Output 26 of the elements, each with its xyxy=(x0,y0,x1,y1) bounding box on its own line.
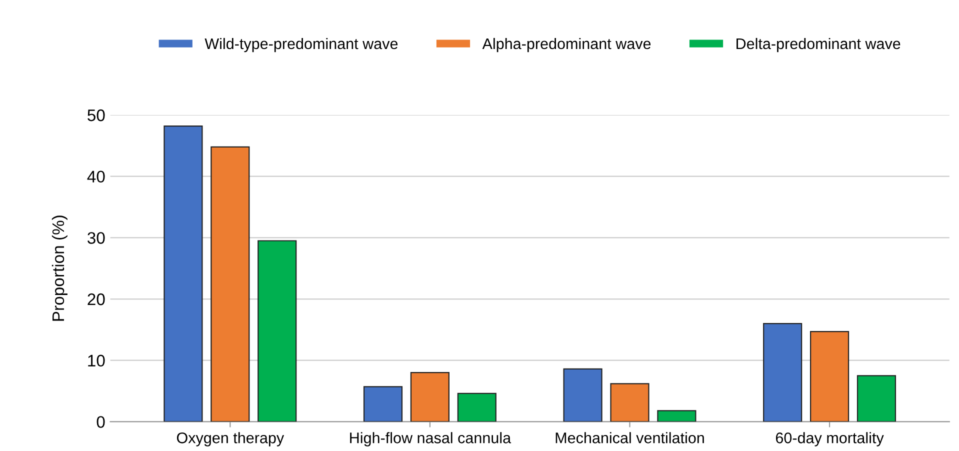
x-tick-label: Mechanical ventilation xyxy=(556,432,704,444)
legend-label: Alpha-predominant wave xyxy=(482,38,651,52)
bar xyxy=(410,372,450,422)
bar xyxy=(563,368,602,422)
y-tick-label: 0 xyxy=(96,416,105,428)
bar xyxy=(457,392,496,422)
y-tick-label: 40 xyxy=(87,170,105,183)
bar xyxy=(763,322,802,422)
bar xyxy=(210,146,250,422)
bar xyxy=(363,386,403,422)
y-tick-label: 50 xyxy=(88,109,105,122)
bar xyxy=(856,375,896,422)
y-tick-label: 20 xyxy=(88,293,105,306)
y-axis-title: Proportion (%) xyxy=(52,216,68,321)
y-tick-label: 30 xyxy=(88,232,105,244)
legend-label: Delta-predominant wave xyxy=(736,38,900,52)
bar xyxy=(657,410,696,422)
bar xyxy=(258,240,297,422)
bar xyxy=(610,383,650,422)
y-tick-label: 10 xyxy=(88,354,105,367)
x-tick-label: Oxygen therapy xyxy=(176,432,284,446)
x-tick-label: 60-day mortality xyxy=(776,432,884,446)
x-tick-label: High-flow nasal cannula xyxy=(350,432,512,446)
bar xyxy=(810,330,850,422)
legend-label: Wild-type-predominant wave xyxy=(204,38,398,52)
bar xyxy=(164,125,203,422)
